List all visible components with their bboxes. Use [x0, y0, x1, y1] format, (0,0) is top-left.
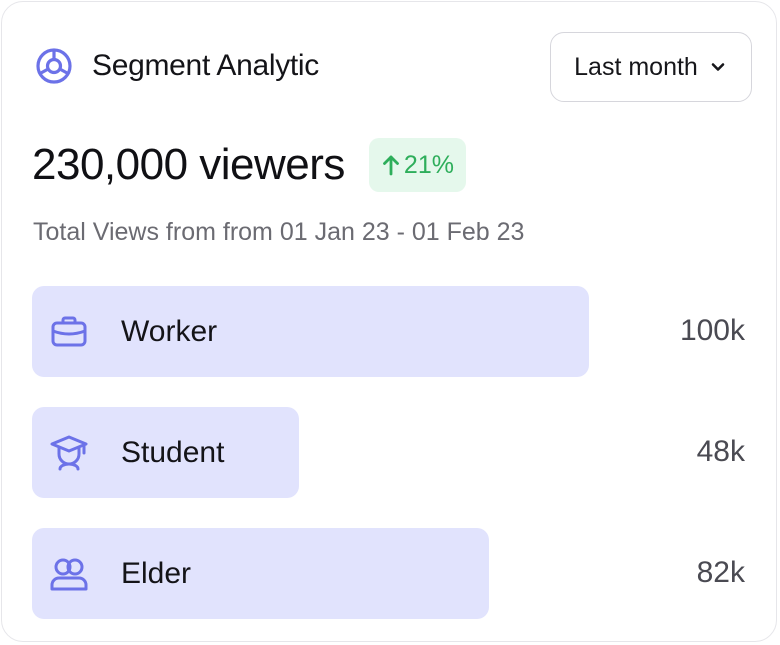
graduation-cap-icon — [49, 433, 89, 473]
segment-bar-elder[interactable]: Elder — [32, 528, 489, 619]
chevron-down-icon — [708, 57, 728, 77]
users-icon — [49, 554, 89, 594]
time-range-value: Last month — [574, 52, 698, 81]
briefcase-icon — [49, 312, 89, 352]
arrow-up-icon — [381, 153, 401, 177]
segment-bar-worker[interactable]: Worker — [32, 286, 589, 377]
date-range-caption: Total Views from from 01 Jan 23 - 01 Feb… — [33, 218, 525, 246]
segment-label: Worker — [121, 314, 218, 348]
segment-bar-student[interactable]: Student — [32, 407, 299, 498]
segment-chart-icon — [35, 47, 73, 85]
segment-value: 48k — [696, 435, 745, 468]
change-percent: 21% — [403, 150, 454, 179]
time-range-dropdown[interactable]: Last month — [550, 32, 752, 102]
card-title: Segment Analytic — [92, 49, 319, 82]
card-header: Segment Analytic — [35, 47, 319, 85]
viewers-count: 230,000 viewers — [32, 140, 345, 189]
segment-label: Elder — [121, 556, 192, 590]
segment-value: 82k — [696, 556, 745, 589]
viewers-metric: 230,000 viewers 21% — [32, 138, 466, 192]
change-badge: 21% — [368, 138, 466, 192]
segment-value: 100k — [679, 314, 745, 347]
segment-label: Student — [121, 435, 225, 469]
